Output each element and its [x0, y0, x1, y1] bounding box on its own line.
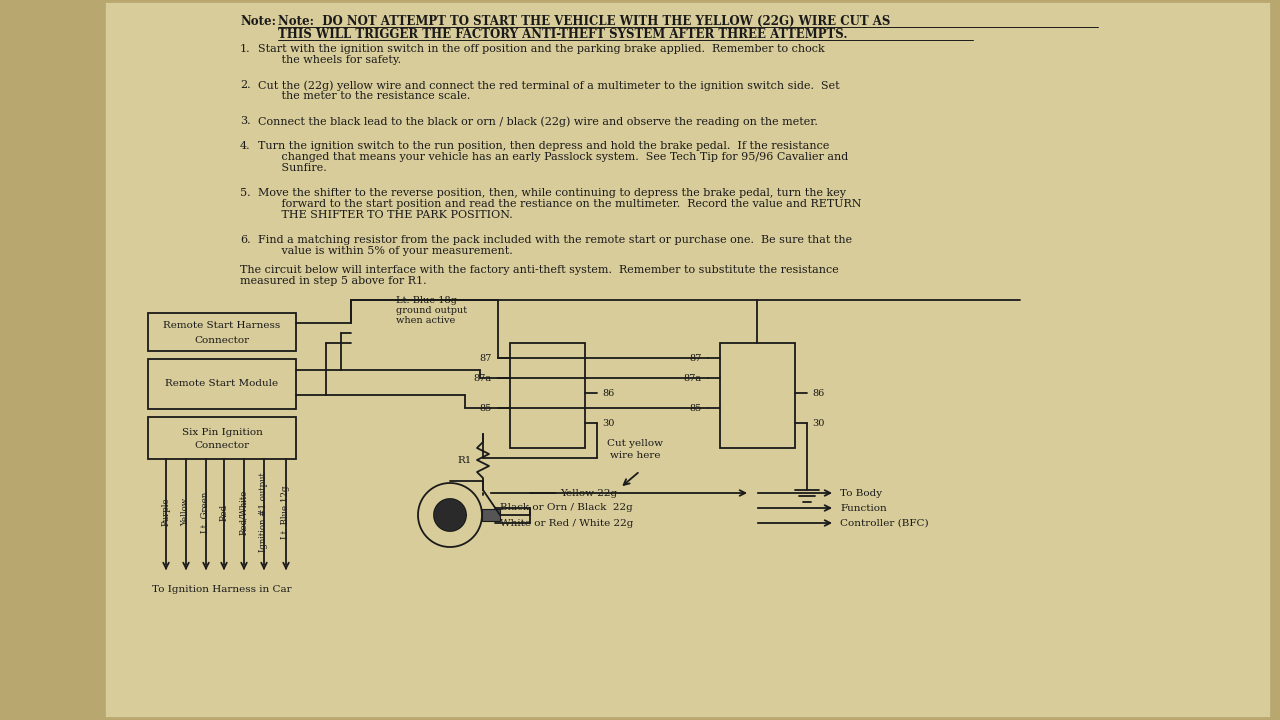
Text: 85: 85 [480, 403, 492, 413]
Text: White or Red / White 22g: White or Red / White 22g [500, 518, 634, 528]
Text: 1.: 1. [241, 44, 251, 54]
Text: 3.: 3. [241, 116, 251, 126]
Text: 4.: 4. [241, 141, 251, 151]
Text: the meter to the resistance scale.: the meter to the resistance scale. [264, 91, 470, 101]
Text: 87: 87 [690, 354, 701, 362]
Bar [509, 343, 585, 448]
Text: Move the shifter to the reverse position, then, while continuing to depress the : Move the shifter to the reverse position… [259, 188, 846, 198]
Text: forward to the start position and read the restiance on the multimeter.  Record : forward to the start position and read t… [264, 199, 861, 209]
Text: 2.: 2. [241, 80, 251, 90]
Text: Six Pin Ignition: Six Pin Ignition [182, 428, 262, 436]
Text: Note:: Note: [241, 15, 276, 28]
Text: 86: 86 [812, 389, 824, 397]
Text: Note:  DO NOT ATTEMPT TO START THE VEHICLE WITH THE YELLOW (22G) WIRE CUT AS: Note: DO NOT ATTEMPT TO START THE VEHICL… [278, 15, 891, 28]
Text: Controller (BFC): Controller (BFC) [840, 518, 928, 528]
Text: when active: when active [396, 315, 456, 325]
Text: Lt. Blue 12g: Lt. Blue 12g [282, 485, 291, 539]
Bar [719, 343, 795, 448]
Text: wire here: wire here [609, 451, 660, 459]
Text: R1: R1 [458, 456, 472, 464]
Text: changed that means your vehicle has an early Passlock system.  See Tech Tip for : changed that means your vehicle has an e… [264, 152, 849, 162]
Text: Lt. Green: Lt. Green [201, 491, 210, 533]
Text: Yellow: Yellow [182, 498, 191, 526]
Circle shape [435, 500, 465, 530]
Text: 85: 85 [690, 403, 701, 413]
Text: Connect the black lead to the black or orn / black (22g) wire and observe the re: Connect the black lead to the black or o… [259, 116, 818, 127]
Bar [148, 313, 296, 351]
Text: THIS WILL TRIGGER THE FACTORY ANTI-THEFT SYSTEM AFTER THREE ATTEMPTS.: THIS WILL TRIGGER THE FACTORY ANTI-THEFT… [278, 28, 847, 41]
Text: Cut the (22g) yellow wire and connect the red terminal of a multimeter to the ig: Cut the (22g) yellow wire and connect th… [259, 80, 840, 91]
Text: Ignition #1 output: Ignition #1 output [260, 472, 269, 552]
Text: Cut yellow: Cut yellow [607, 438, 663, 448]
Text: 30: 30 [812, 418, 824, 428]
Text: value is within 5% of your measurement.: value is within 5% of your measurement. [264, 246, 513, 256]
Text: 87a: 87a [684, 374, 701, 382]
Text: To Body: To Body [840, 488, 882, 498]
Bar [148, 359, 296, 409]
Bar [483, 509, 500, 521]
Text: Sunfire.: Sunfire. [264, 163, 326, 173]
Text: The circuit below will interface with the factory anti-theft system.  Remember t: The circuit below will interface with th… [241, 265, 838, 275]
Text: Connector: Connector [195, 441, 250, 449]
Text: Red: Red [219, 503, 229, 521]
Text: Remote Start Harness: Remote Start Harness [164, 320, 280, 330]
Text: Find a matching resistor from the pack included with the remote start or purchas: Find a matching resistor from the pack i… [259, 235, 852, 245]
Bar [148, 417, 296, 459]
Text: Purple: Purple [161, 498, 170, 526]
Text: Black or Orn / Black  22g: Black or Orn / Black 22g [500, 503, 632, 513]
Text: Turn the ignition switch to the run position, then depress and hold the brake pe: Turn the ignition switch to the run posi… [259, 141, 829, 151]
Text: 6.: 6. [241, 235, 251, 245]
Text: ground output: ground output [396, 305, 467, 315]
Text: Remote Start Module: Remote Start Module [165, 379, 279, 387]
Text: measured in step 5 above for R1.: measured in step 5 above for R1. [241, 276, 426, 286]
Text: THE SHIFTER TO THE PARK POSITION.: THE SHIFTER TO THE PARK POSITION. [264, 210, 513, 220]
Text: 87a: 87a [474, 374, 492, 382]
Text: 86: 86 [602, 389, 614, 397]
Text: 5.: 5. [241, 188, 251, 198]
Text: Function: Function [840, 503, 887, 513]
Text: Red/White: Red/White [239, 490, 248, 535]
Text: Yellow 22g: Yellow 22g [561, 488, 617, 498]
Text: Start with the ignition switch in the off position and the parking brake applied: Start with the ignition switch in the of… [259, 44, 824, 54]
Text: 30: 30 [602, 418, 614, 428]
Text: the wheels for safety.: the wheels for safety. [264, 55, 401, 65]
Text: 87: 87 [480, 354, 492, 362]
Text: To Ignition Harness in Car: To Ignition Harness in Car [152, 585, 292, 595]
Text: Connector: Connector [195, 336, 250, 344]
Text: Lt. Blue 18g: Lt. Blue 18g [396, 295, 457, 305]
